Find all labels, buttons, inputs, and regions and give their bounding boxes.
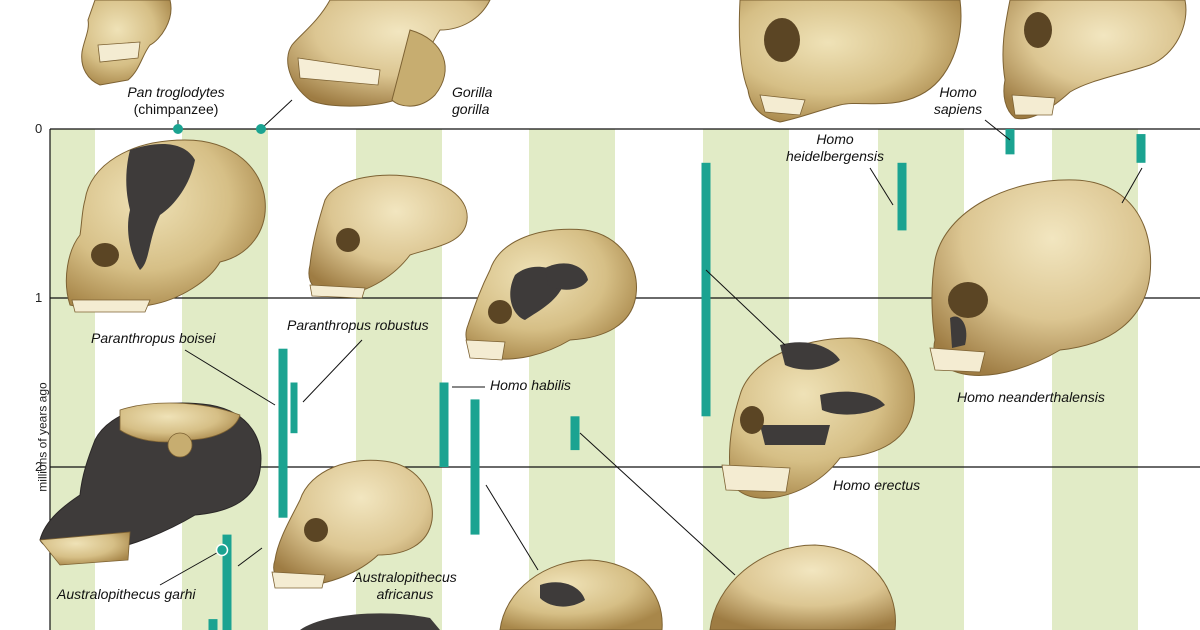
band (529, 129, 615, 630)
paranthropus-boisei-skull (65, 139, 266, 313)
label-line: Homo (816, 131, 854, 147)
leader-short-bar (579, 432, 736, 576)
label-line: Pan troglodytes (127, 84, 225, 100)
label-line: africanus (376, 586, 434, 602)
leader-lines (159, 99, 1143, 586)
leader-garhi (159, 549, 223, 586)
leader-heidelbergensis (869, 167, 894, 206)
gorilla-skull (287, 0, 491, 107)
label-homo-sapiens: Homo sapiens (925, 84, 991, 118)
garhi-dot (215, 543, 229, 557)
modern-skull-left (738, 0, 962, 123)
label-homo-habilis: Homo habilis (490, 377, 571, 393)
homo-neanderthalensis-skull (929, 179, 1152, 376)
range-bar-garhi_a (222, 534, 232, 630)
pan-dot (173, 124, 183, 134)
label-line: heidelbergensis (785, 148, 885, 164)
range-bars (208, 129, 1146, 630)
label-line: Homo (939, 84, 977, 100)
leader-sapiens (984, 119, 1011, 141)
label-gorilla: Gorilla gorilla (452, 84, 492, 118)
label-line: Australopithecus (353, 569, 457, 585)
leader-africanus (237, 547, 263, 567)
range-bar-garhi_b (208, 619, 218, 630)
leader-robustus (302, 339, 363, 403)
leader-habilis-b (485, 484, 539, 571)
label-line: gorilla (452, 101, 490, 117)
homo-sapiens-skull (1002, 0, 1187, 120)
label-line: Gorilla (452, 84, 493, 100)
leader-boisei (184, 349, 276, 406)
bottom-skull-right-partial (709, 544, 896, 630)
range-bar-sapiens (1005, 129, 1015, 155)
leader-erectus (705, 269, 786, 346)
label-pan-troglodytes: Pan troglodytes (chimpanzee) (118, 84, 234, 118)
leader-gorilla (260, 99, 293, 130)
range-bar-boisei (278, 348, 288, 518)
label-paranthropus-robustus: Paranthropus robustus (287, 317, 429, 333)
y-tick-2: 2 (35, 459, 43, 474)
paranthropus-robustus-skull (308, 174, 468, 299)
gorilla-dot (256, 124, 266, 134)
label-line: (chimpanzee) (133, 101, 219, 117)
chimpanzee-skull (81, 0, 172, 86)
bottom-skull-middle-partial (499, 559, 663, 630)
homo-erectus-skull (721, 337, 915, 499)
range-bar-erectus (701, 162, 711, 417)
label-australopithecus-garhi: Australopithecus garhi (57, 586, 196, 602)
homo-habilis-skull (465, 228, 638, 361)
australopithecus-africanus-skull (271, 459, 433, 589)
label-homo-erectus: Homo erectus (833, 477, 921, 493)
leader-neanderthalensis (1121, 167, 1143, 204)
label-homo-heidelbergensis: Homo heidelbergensis (775, 131, 895, 165)
range-bar-unlabeled_short (570, 416, 580, 451)
marker-dots (173, 124, 266, 557)
range-bar-robustus (290, 382, 298, 434)
y-tick-0: 0 (35, 121, 43, 136)
australopithecus-garhi-skull (39, 402, 262, 566)
range-bar-heidelbergensis (897, 162, 907, 231)
range-bar-habilis_b (470, 399, 480, 535)
range-bar-neanderthalensis (1136, 134, 1146, 163)
label-australopithecus-africanus: Australopithecus africanus (340, 569, 470, 603)
y-tick-1: 1 (35, 290, 43, 305)
bottom-skull-dark-partial (300, 613, 440, 630)
range-bar-habilis (439, 382, 449, 467)
label-paranthropus-boisei: Paranthropus boisei (91, 330, 216, 346)
label-line: sapiens (933, 101, 983, 117)
y-axis-label: millions of years ago (35, 382, 50, 492)
label-homo-neanderthalensis: Homo neanderthalensis (957, 389, 1105, 405)
